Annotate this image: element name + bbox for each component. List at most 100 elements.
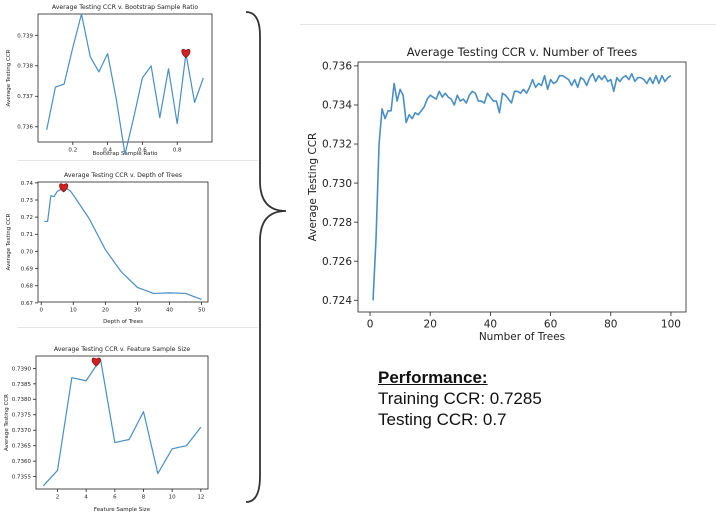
x-tick-label: 50 (198, 308, 205, 314)
data-point (55, 87, 56, 88)
data-point (44, 221, 45, 222)
data-point (57, 470, 58, 471)
data-point (454, 104, 455, 105)
data-point (463, 99, 464, 100)
chart-tree-depth: Average Testing CCR v. Depth of Trees 0 10… (0, 168, 240, 332)
x-tick-label: 2 (56, 495, 60, 501)
data-point (200, 427, 201, 428)
data-point (622, 77, 623, 78)
data-point (427, 99, 428, 100)
data-point (43, 485, 44, 486)
data-point (378, 143, 379, 144)
data-point (601, 79, 602, 80)
chart-number-of-trees-svg: Average Testing CCR v. Number of Trees 0 2… (307, 45, 687, 343)
y-tick-label: 0.736 (17, 125, 33, 131)
data-point (186, 445, 187, 446)
data-point (502, 93, 503, 94)
y-tick-label: 0.736 (322, 61, 352, 73)
plot-frame (37, 181, 209, 303)
top-rule (300, 24, 716, 25)
data-point (640, 77, 641, 78)
y-tick-label: 0.73 (21, 198, 34, 204)
data-point (523, 89, 524, 90)
x-tick-label: 0.8 (173, 148, 182, 154)
y-tick-label: 0.726 (322, 256, 352, 268)
x-tick-label: 20 (424, 319, 437, 331)
data-point (613, 91, 614, 92)
data-point (556, 81, 557, 82)
x-tick-label: 0.2 (68, 148, 77, 154)
series-line (46, 13, 204, 155)
data-point (604, 75, 605, 76)
data-point (151, 65, 152, 66)
data-point (559, 75, 560, 76)
data-point (475, 93, 476, 94)
data-point (562, 75, 563, 76)
data-point (137, 287, 138, 288)
data-point (406, 122, 407, 123)
y-tick-label: 0.71 (21, 232, 33, 238)
data-point (496, 100, 497, 101)
data-point (439, 91, 440, 92)
data-point (394, 83, 395, 84)
y-tick-label: 0.7375 (12, 413, 32, 419)
y-tick-label: 0.7385 (12, 382, 32, 388)
data-point (73, 194, 74, 195)
data-point (595, 81, 596, 82)
data-point (50, 195, 51, 196)
data-point (670, 75, 671, 76)
data-point (47, 221, 48, 222)
data-point (607, 81, 608, 82)
y-axis-label: Average Testing CCR (6, 49, 12, 106)
data-point (169, 292, 170, 293)
data-point (81, 13, 82, 14)
data-point (625, 75, 626, 76)
series-line (372, 72, 672, 301)
y-tick-label: 0.67 (21, 301, 34, 307)
data-point (107, 53, 108, 54)
x-tick-label: 6 (113, 495, 117, 501)
performance-box: Performance: Training CCR: 0.7285 Testin… (378, 367, 542, 430)
y-tick-label: 0.737 (17, 94, 33, 100)
divider-2 (18, 327, 258, 328)
data-point (457, 95, 458, 96)
data-point (143, 411, 144, 412)
data-point (409, 114, 410, 115)
data-point (90, 56, 91, 57)
data-point (194, 102, 195, 103)
x-tick-label: 30 (134, 308, 141, 314)
y-tick-label: 0.7355 (12, 475, 32, 481)
data-point (478, 100, 479, 101)
data-point (430, 95, 431, 96)
x-axis-label: Depth of Trees (103, 319, 143, 325)
x-tick-label: 80 (604, 319, 617, 331)
y-tick-label: 0.7380 (12, 397, 32, 403)
data-point (490, 97, 491, 98)
data-point (652, 83, 653, 84)
x-axis-label: Feature Sample Size (94, 507, 151, 513)
performance-heading: Performance: (378, 368, 488, 387)
data-point (469, 95, 470, 96)
data-point (592, 73, 593, 74)
data-point (172, 448, 173, 449)
y-tick-label: 0.730 (322, 178, 352, 190)
data-point (487, 93, 488, 94)
y-tick-label: 0.734 (322, 100, 352, 112)
y-tick-label: 0.732 (322, 139, 352, 151)
data-point (418, 114, 419, 115)
data-point (577, 87, 578, 88)
y-tick-label: 0.738 (17, 64, 33, 70)
data-point (177, 123, 178, 124)
data-point (168, 68, 169, 69)
data-point (460, 100, 461, 101)
data-point (484, 102, 485, 103)
series-line (42, 358, 202, 487)
data-point (538, 83, 539, 84)
data-point (598, 75, 599, 76)
data-point (121, 271, 122, 272)
data-point (553, 83, 554, 84)
chart-title: Average Testing CCR v. Number of Trees (407, 45, 637, 59)
data-point (397, 100, 398, 101)
data-point (568, 79, 569, 80)
data-point (571, 85, 572, 86)
